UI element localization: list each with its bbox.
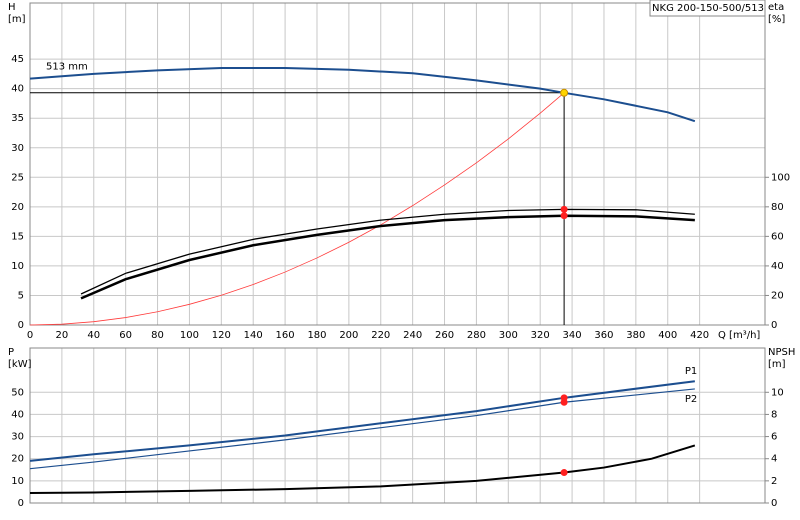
y2-tick-label: 4 xyxy=(771,454,777,465)
y-tick-label: 25 xyxy=(11,172,24,183)
point xyxy=(560,398,568,406)
plot-frame xyxy=(29,2,766,326)
series-label: P2 xyxy=(685,394,697,405)
x-tick-label: 260 xyxy=(435,330,454,341)
y2-tick-label: 0 xyxy=(771,320,777,331)
x-tick-label: 200 xyxy=(339,330,358,341)
y-tick-label: 5 xyxy=(18,290,24,301)
x-tick-label: 20 xyxy=(56,330,69,341)
model-box xyxy=(649,0,766,17)
series-label: 513 mm xyxy=(46,62,88,73)
x-tick-label: 340 xyxy=(563,330,582,341)
y2-tick-label: 60 xyxy=(771,231,784,242)
x-tick-label: 400 xyxy=(658,330,677,341)
x-tick-label: 420 xyxy=(690,330,709,341)
series-label: P1 xyxy=(685,366,697,377)
point xyxy=(560,212,568,220)
y-tick-label: 0 xyxy=(18,498,24,509)
curve xyxy=(29,66,696,123)
y-tick-label: 15 xyxy=(11,231,24,242)
y2-tick-label: 6 xyxy=(771,432,777,443)
operating-point xyxy=(560,88,569,97)
y-tick-label: 40 xyxy=(11,409,24,420)
y-tick-label: 30 xyxy=(11,432,24,443)
y2-tick-label: 80 xyxy=(771,202,784,213)
y2-tick-label: 100 xyxy=(771,172,790,183)
y2-axis-unit: [%] xyxy=(768,14,785,25)
y-tick-label: 0 xyxy=(18,320,24,331)
y-tick-label: 50 xyxy=(11,387,24,398)
y2-tick-label: 10 xyxy=(771,387,784,398)
x-tick-label: 240 xyxy=(403,330,422,341)
curve xyxy=(29,388,695,470)
y-tick-label: 20 xyxy=(11,454,24,465)
y-axis-label: H xyxy=(8,2,16,13)
y-tick-label: 10 xyxy=(11,476,24,487)
point xyxy=(560,205,568,213)
x-tick-label: 180 xyxy=(307,330,326,341)
y-tick-label: 10 xyxy=(11,261,24,272)
y2-tick-label: 20 xyxy=(771,290,784,301)
x-tick-label: 320 xyxy=(531,330,550,341)
curve xyxy=(29,444,696,495)
x-tick-label: 380 xyxy=(626,330,645,341)
x-tick-label: 360 xyxy=(594,330,613,341)
model-label: NKG 200-150-500/513 xyxy=(652,3,764,14)
x-tick-label: 140 xyxy=(244,330,263,341)
x-tick-label: 0 xyxy=(27,330,33,341)
y-tick-label: 40 xyxy=(11,84,24,95)
y2-axis-label: NPSH xyxy=(768,347,795,358)
x-tick-label: 160 xyxy=(276,330,295,341)
y-axis-label: P xyxy=(8,347,14,358)
curve xyxy=(80,214,695,300)
y-tick-label: 20 xyxy=(11,202,24,213)
y2-tick-label: 0 xyxy=(771,498,777,509)
x-tick-label: 80 xyxy=(151,330,164,341)
y2-tick-label: 40 xyxy=(771,261,784,272)
y2-axis-unit: [m] xyxy=(768,359,786,370)
curve xyxy=(29,380,695,462)
curve xyxy=(29,92,565,326)
x-tick-label: 220 xyxy=(371,330,390,341)
curve xyxy=(80,208,695,295)
x-tick-label: 60 xyxy=(119,330,132,341)
x-axis-label: Q [m³/h] xyxy=(718,330,760,341)
y2-tick-label: 2 xyxy=(771,476,777,487)
y-tick-label: 30 xyxy=(11,143,24,154)
point xyxy=(560,469,568,477)
y-axis-unit: [kW] xyxy=(8,359,32,370)
x-tick-label: 100 xyxy=(180,330,199,341)
x-tick-label: 40 xyxy=(87,330,100,341)
y2-axis-label: eta xyxy=(768,2,784,13)
x-tick-label: 300 xyxy=(499,330,518,341)
y2-tick-label: 8 xyxy=(771,409,777,420)
y-tick-label: 45 xyxy=(11,54,24,65)
x-tick-label: 120 xyxy=(212,330,231,341)
y-tick-label: 35 xyxy=(11,113,24,124)
x-tick-label: 280 xyxy=(467,330,486,341)
plot-frame xyxy=(29,347,766,504)
y-axis-unit: [m] xyxy=(8,14,26,25)
